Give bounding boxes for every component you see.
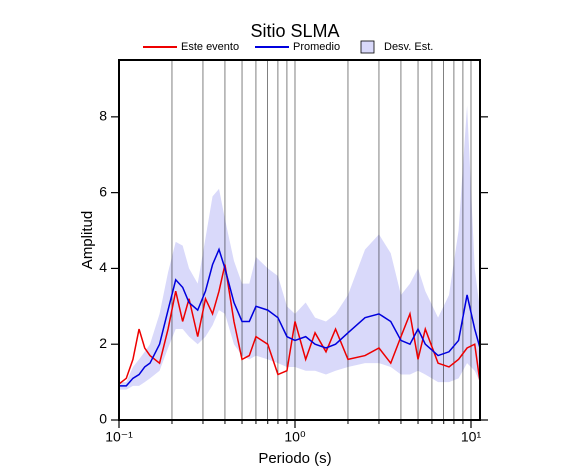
legend-label: Desv. Est. [384,41,433,53]
x-tick-label: 10¹ [461,429,482,445]
y-tick-label: 6 [99,183,107,199]
std-band [119,105,480,390]
series-line [119,247,481,387]
x-tick-label: 10⁰ [284,429,306,445]
y-tick-label: 8 [99,108,107,124]
legend-label: Este evento [181,41,239,53]
plot-frame [118,59,481,421]
x-axis-label: Periodo (s) [258,450,331,467]
y-tick-label: 2 [99,335,107,351]
y-tick-label: 0 [99,411,107,427]
x-tick-label: 10⁻¹ [105,429,133,445]
chart-title: Sitio SLMA [250,21,339,41]
legend-label: Promedio [293,41,340,53]
legend-swatch [360,40,375,54]
y-tick-label: 4 [99,259,107,275]
series-line [118,264,481,385]
y-axis-label: Amplitud [79,211,96,269]
